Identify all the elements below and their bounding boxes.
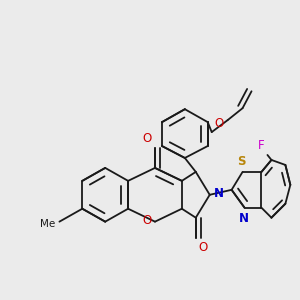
Text: O: O bbox=[143, 214, 152, 227]
Text: N: N bbox=[214, 187, 224, 200]
Text: O: O bbox=[143, 132, 152, 145]
Text: S: S bbox=[237, 155, 246, 168]
Text: Me: Me bbox=[40, 219, 56, 229]
Text: O: O bbox=[199, 241, 208, 254]
Text: F: F bbox=[258, 139, 265, 152]
Text: O: O bbox=[215, 117, 224, 130]
Text: N: N bbox=[238, 212, 249, 225]
